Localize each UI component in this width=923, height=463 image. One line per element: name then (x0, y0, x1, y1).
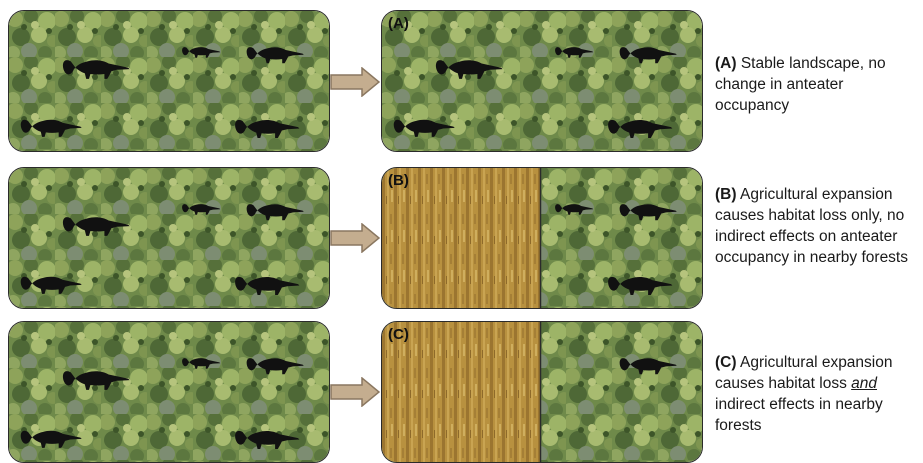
forest-image (382, 11, 702, 151)
right-arrow-icon (330, 223, 380, 253)
caption-emphasis: and (851, 375, 878, 392)
caption-text: Stable landscape, no change in anteater … (715, 55, 886, 114)
caption-b: (B) Agricultural expansion causes habita… (715, 184, 920, 268)
forest-panel-after-c: (C) (381, 321, 703, 463)
agricultural-field (382, 322, 540, 462)
forest-panel-after-b: (B) (381, 167, 703, 309)
scenario-label: (B) (388, 172, 409, 189)
caption-key: (A) (715, 55, 737, 72)
landscape-image (382, 168, 702, 308)
scenario-label: (A) (388, 15, 409, 32)
forest-panel-before-b (8, 167, 330, 309)
landscape-image (382, 322, 702, 462)
caption-key: (C) (715, 354, 737, 371)
forest-image (9, 322, 329, 462)
forest-panel-before-c (8, 321, 330, 463)
forest-image (9, 168, 329, 308)
forest-image (9, 11, 329, 151)
caption-text: Agricultural expansion causes habitat lo… (715, 186, 908, 266)
scenario-label: (C) (388, 326, 409, 343)
right-arrow-icon (330, 377, 380, 407)
caption-key: (B) (715, 186, 737, 203)
caption-text: indirect effects in nearby forests (715, 396, 883, 434)
forest-panel-before-a (8, 10, 330, 152)
caption-text: Agricultural expansion causes habitat lo… (715, 354, 893, 392)
agricultural-field (382, 168, 540, 308)
forest-panel-after-a: (A) (381, 10, 703, 152)
caption-a: (A) Stable landscape, no change in antea… (715, 53, 920, 116)
right-arrow-icon (330, 67, 380, 97)
caption-c: (C) Agricultural expansion causes habita… (715, 352, 920, 436)
